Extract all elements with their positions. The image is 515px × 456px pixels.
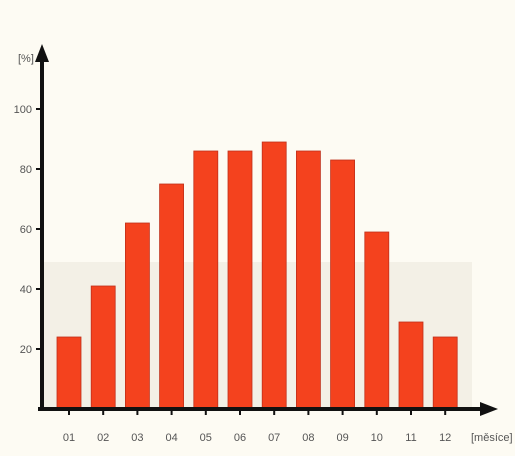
bar-04 <box>159 183 185 410</box>
y-unit-label: [%] <box>18 53 34 65</box>
bar-12 <box>432 336 458 410</box>
bar-01 <box>56 336 82 410</box>
bar-11 <box>398 321 424 410</box>
x-tick-label-06: 06 <box>234 432 246 444</box>
x-tick-label-11: 11 <box>405 432 416 444</box>
bar-10 <box>364 231 390 410</box>
bars-group <box>56 141 458 410</box>
y-tick-label-60: 60 <box>20 224 32 236</box>
bar-06 <box>227 150 253 410</box>
x-tick-label-07: 07 <box>268 432 280 444</box>
x-axis-arrow <box>480 402 498 416</box>
x-tick-label-04: 04 <box>165 432 177 444</box>
y-ticks-group: 20 40 60 80 100 <box>14 104 42 356</box>
bar-07 <box>261 141 287 410</box>
x-tick-label-09: 09 <box>336 432 348 444</box>
bar-09 <box>330 159 356 410</box>
bar-05 <box>193 150 219 410</box>
y-tick-label-100: 100 <box>14 104 32 116</box>
x-ticks-group: 01 02 03 04 05 06 07 08 09 10 11 12 <box>63 409 451 444</box>
x-tick-label-02: 02 <box>97 432 109 444</box>
x-tick-label-12: 12 <box>439 432 451 444</box>
x-tick-label-01: 01 <box>63 432 75 444</box>
bar-02 <box>90 285 116 410</box>
x-tick-label-05: 05 <box>200 432 212 444</box>
bar-03 <box>125 222 150 410</box>
y-tick-label-20: 20 <box>20 344 32 356</box>
x-tick-label-10: 10 <box>371 432 383 444</box>
y-tick-label-40: 40 <box>20 284 32 296</box>
x-tick-label-03: 03 <box>131 432 143 444</box>
x-unit-label: [měsíce] <box>471 432 513 444</box>
x-tick-label-08: 08 <box>302 432 314 444</box>
bar-08 <box>295 150 321 410</box>
y-axis-arrow <box>35 44 49 62</box>
y-tick-label-80: 80 <box>20 164 32 176</box>
